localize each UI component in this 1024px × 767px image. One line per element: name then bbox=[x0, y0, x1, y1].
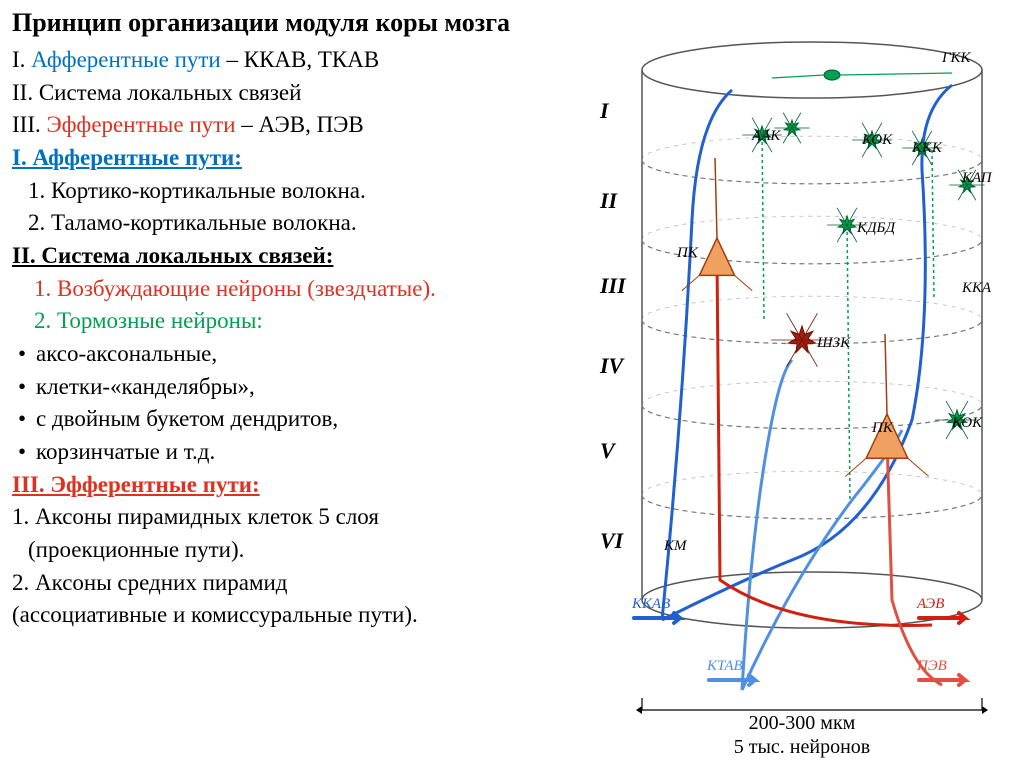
sec2-bullet-3: с двойным букетом дендритов, bbox=[12, 403, 568, 436]
sec3-item-2: 2. Аксоны средних пирамид bbox=[12, 567, 568, 600]
sec1-head-text: I. Афферентные пути: bbox=[12, 145, 242, 170]
layer-label: IV bbox=[600, 353, 623, 379]
intro-1-rest: – ККАВ, ТКАВ bbox=[221, 47, 379, 72]
intro-3-term: Эфферентные пути bbox=[46, 112, 235, 137]
sec3-item-1b: (проекционные пути). bbox=[12, 534, 568, 567]
section-1-head: I. Афферентные пути: bbox=[12, 142, 568, 175]
diagram-svg bbox=[592, 20, 1012, 720]
layer-label: I bbox=[600, 98, 609, 124]
layer-label: II bbox=[600, 188, 617, 214]
scale-text-2: 5 тыс. нейронов bbox=[592, 736, 1012, 759]
abbr-label: КМ bbox=[664, 538, 686, 555]
sec3-head-text: III. Эфферентные пути: bbox=[12, 472, 260, 497]
sec1-item-1: 1. Кортико-кортикальные волокна. bbox=[12, 175, 568, 208]
intro-1-prefix: I. bbox=[12, 47, 31, 72]
sec2-bullet-4: корзинчатые и т.д. bbox=[12, 436, 568, 469]
cortex-module-diagram: IIIIIIIVVVIГККААККОКККККАПКДБДПКККАШЗКПК… bbox=[592, 20, 1012, 720]
intro-3-prefix: III. bbox=[12, 112, 46, 137]
intro-line-2: II. Система локальных связей bbox=[12, 77, 568, 110]
arrow-label: ПЭВ bbox=[917, 658, 947, 675]
abbr-label: КОК bbox=[952, 415, 982, 432]
abbr-label: ШЗК bbox=[817, 335, 850, 352]
sec2-bullet-1: аксо-аксональные, bbox=[12, 338, 568, 371]
intro-1-term: Афферентные пути bbox=[31, 47, 221, 72]
abbr-label: ААК bbox=[752, 128, 780, 145]
arrow-label: АЭВ bbox=[917, 596, 944, 613]
abbr-label: КДБД bbox=[857, 220, 895, 237]
section-2-head: II. Система локальных связей: bbox=[12, 240, 568, 273]
sec2-item-2: 2. Тормозные нейроны: bbox=[12, 305, 568, 338]
diagram-panel: IIIIIIIVVVIГККААККОКККККАПКДБДПКККАШЗКПК… bbox=[580, 0, 1024, 767]
scale-text-1: 200-300 мкм bbox=[592, 712, 1012, 735]
sec1-item-2: 2. Таламо-кортикальные волокна. bbox=[12, 207, 568, 240]
abbr-label: КАП bbox=[962, 170, 992, 187]
page-title: Принцип организации модуля коры мозга bbox=[12, 8, 568, 38]
abbr-label: ККК bbox=[912, 140, 942, 157]
sec2-item-1: 1. Возбуждающие нейроны (звездчатые). bbox=[12, 273, 568, 306]
abbr-label: ПК bbox=[872, 420, 893, 437]
abbr-label: ККА bbox=[962, 280, 991, 297]
abbr-label: ГКК bbox=[942, 50, 970, 67]
sec2-bullet-2: клетки-«канделябры», bbox=[12, 371, 568, 404]
arrow-label: КТАВ bbox=[707, 658, 743, 675]
layer-label: V bbox=[600, 438, 615, 464]
intro-3-rest: – АЭВ, ПЭВ bbox=[236, 112, 364, 137]
sec3-item-2b: (ассоциативные и комиссуральные пути). bbox=[12, 599, 568, 632]
intro-line-1: I. Афферентные пути – ККАВ, ТКАВ bbox=[12, 44, 568, 77]
text-panel: Принцип организации модуля коры мозга I.… bbox=[0, 0, 580, 767]
sec3-item-1: 1. Аксоны пирамидных клеток 5 слоя bbox=[12, 501, 568, 534]
layer-label: III bbox=[600, 273, 626, 299]
layer-label: VI bbox=[600, 528, 623, 554]
arrow-label: ККАВ bbox=[632, 596, 670, 613]
section-3-head: III. Эфферентные пути: bbox=[12, 469, 568, 502]
sec2-head-text: II. Система локальных связей: bbox=[12, 243, 333, 268]
intro-line-3: III. Эфферентные пути – АЭВ, ПЭВ bbox=[12, 109, 568, 142]
abbr-label: КОК bbox=[862, 132, 892, 149]
abbr-label: ПК bbox=[677, 245, 698, 262]
